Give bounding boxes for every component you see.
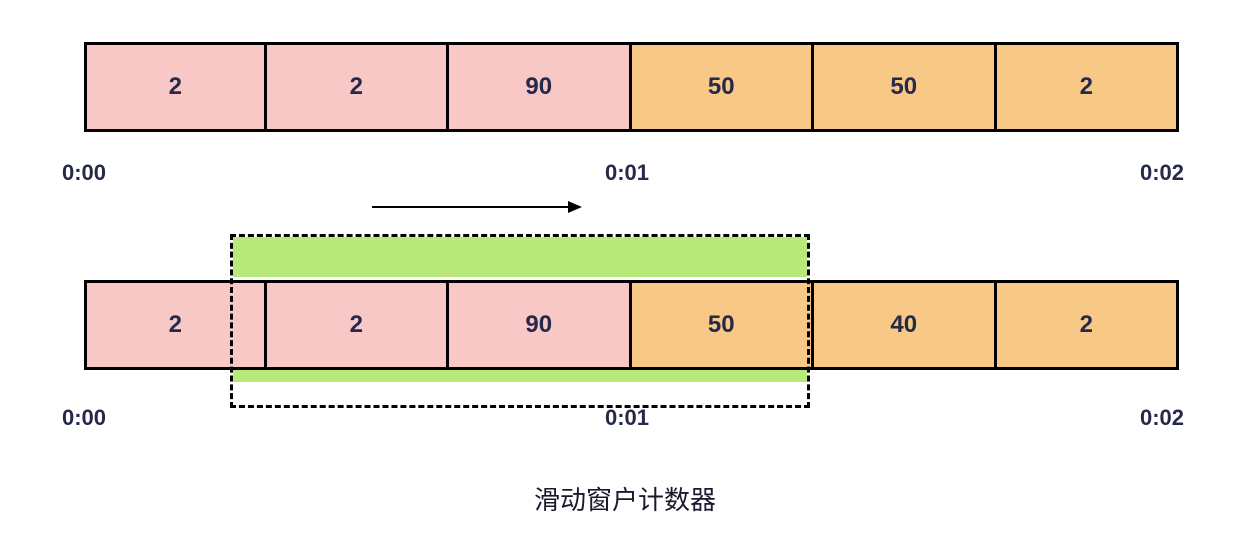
time-label-top-right: 0:02: [1140, 160, 1184, 186]
time-label-top-left: 0:00: [62, 160, 106, 186]
diagram-caption: 滑动窗户计数器: [0, 480, 1250, 517]
time-label-top-middle: 0:01: [605, 160, 649, 186]
time-label-bottom-middle: 0:01: [605, 405, 649, 431]
sliding-window-diagram: 229050502 0:00 0:01 0:02 229050402 0:00 …: [0, 0, 1250, 546]
sliding-window-outline: [230, 234, 810, 408]
top-bar-row: 229050502: [84, 42, 1179, 132]
bar-cell: 90: [449, 42, 632, 132]
bar-cell: 2: [997, 42, 1180, 132]
bar-cell: 50: [632, 42, 815, 132]
time-label-bottom-left: 0:00: [62, 405, 106, 431]
time-label-bottom-right: 0:02: [1140, 405, 1184, 431]
bar-cell: 50: [814, 42, 997, 132]
bar-cell: 2: [267, 42, 450, 132]
bar-cell: 40: [814, 280, 997, 370]
bar-cell: 2: [84, 42, 267, 132]
bar-cell: 2: [997, 280, 1180, 370]
